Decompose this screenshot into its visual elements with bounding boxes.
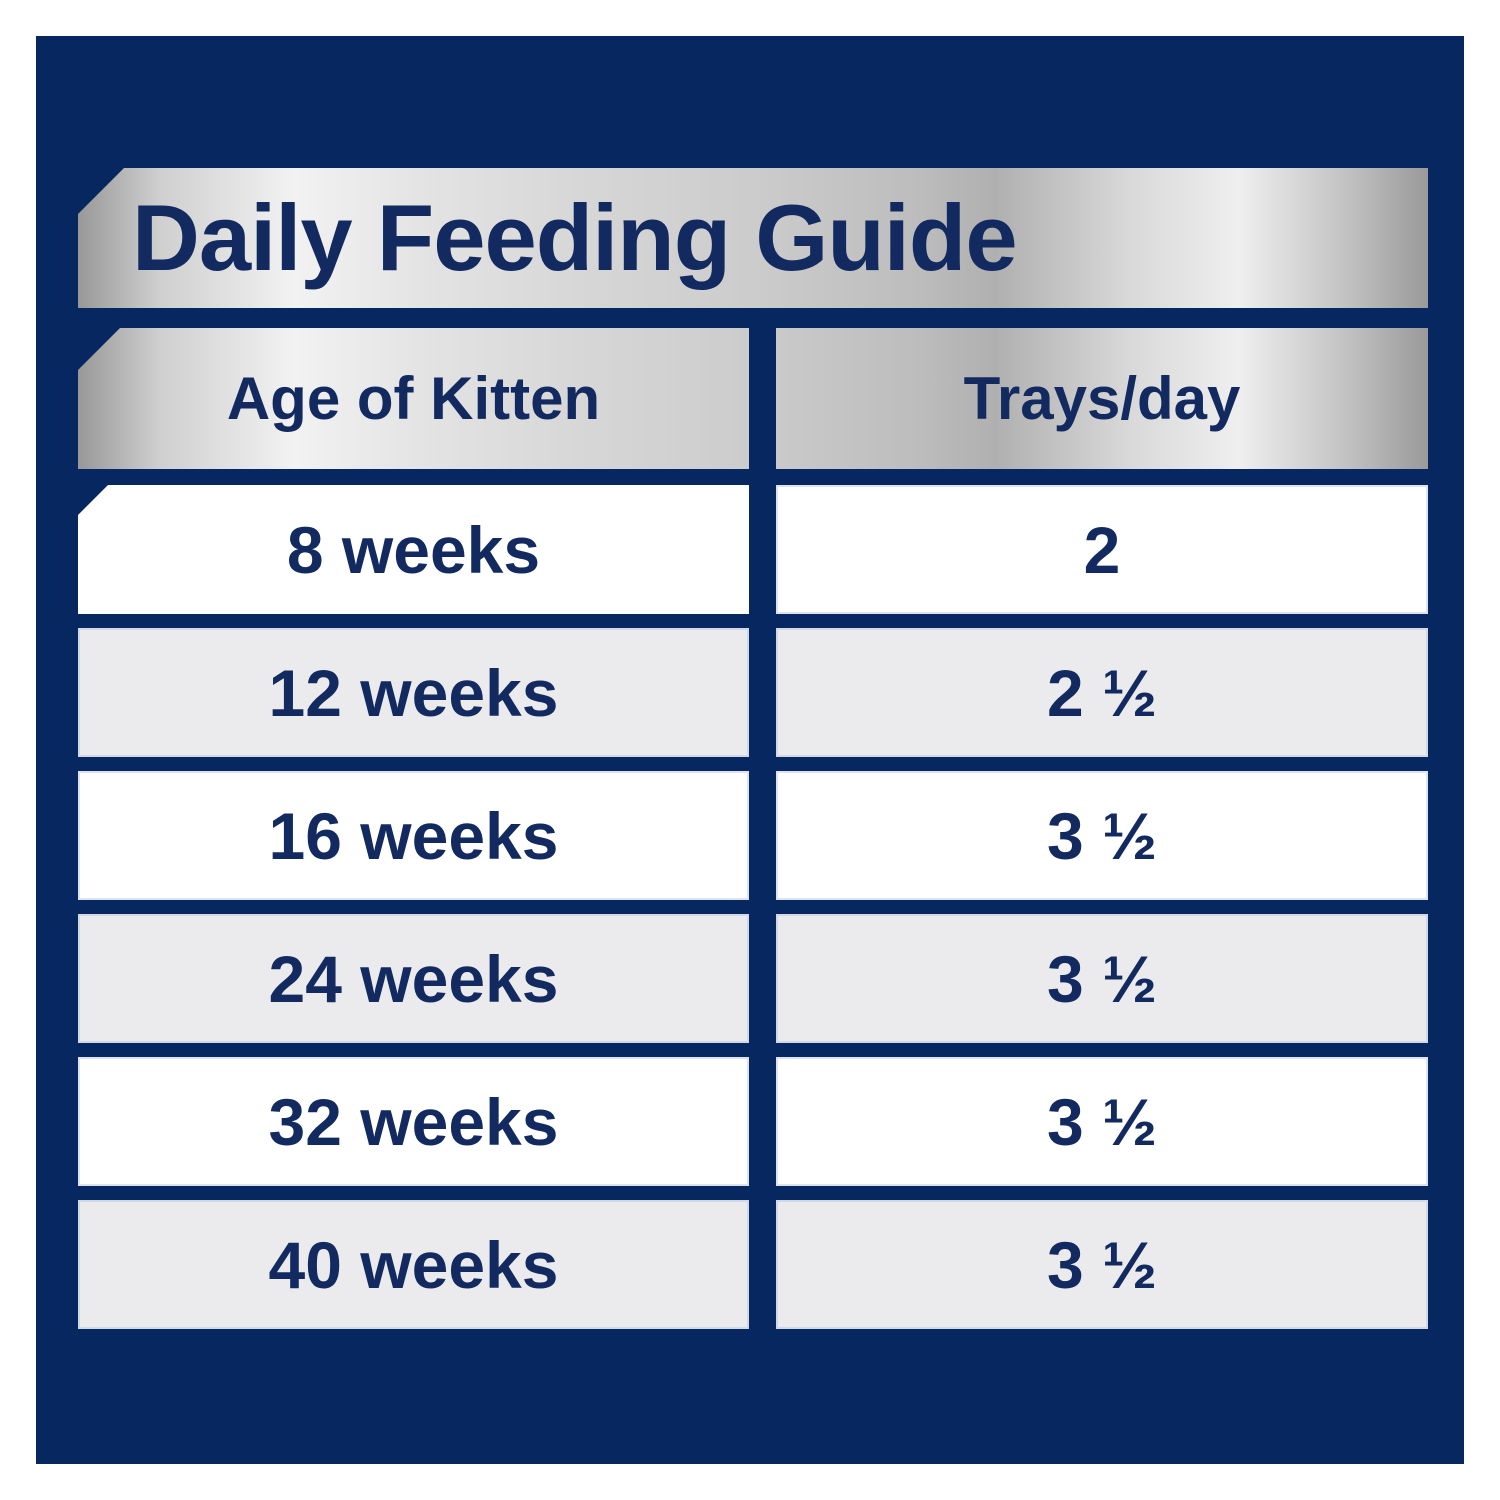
trays-cell: 2 ½ [776,628,1428,757]
table-row: 8 weeks 2 [78,485,1428,614]
age-cell: 16 weeks [78,771,749,900]
column-header-trays: Trays/day [963,365,1241,432]
title-bar: Daily Feeding Guide [78,168,1428,308]
trays-cell: 3 ½ [776,1057,1428,1186]
age-cell: 40 weeks [78,1200,749,1329]
navy-panel: Daily Feeding Guide Age of Kitten Trays/… [36,36,1464,1464]
table-row: 24 weeks 3 ½ [78,914,1428,1043]
column-header-age: Age of Kitten [226,365,601,432]
age-cell: 12 weeks [78,628,749,757]
table-body: 8 weeks 2 12 weeks 2 ½ 16 weeks 3 ½ 24 w… [78,485,1428,1343]
age-cell: 8 weeks [78,485,749,614]
table-row: 40 weeks 3 ½ [78,1200,1428,1329]
table-row: 32 weeks 3 ½ [78,1057,1428,1186]
trays-cell: 3 ½ [776,914,1428,1043]
trays-cell: 3 ½ [776,1200,1428,1329]
table-row: 16 weeks 3 ½ [78,771,1428,900]
age-cell: 24 weeks [78,914,749,1043]
trays-cell: 3 ½ [776,771,1428,900]
table-row: 12 weeks 2 ½ [78,628,1428,757]
column-divider [749,328,776,469]
trays-cell: 2 [776,485,1428,614]
page-title: Daily Feeding Guide [132,185,1018,290]
age-cell: 32 weeks [78,1057,749,1186]
table-header-row: Age of Kitten Trays/day [78,328,1428,469]
